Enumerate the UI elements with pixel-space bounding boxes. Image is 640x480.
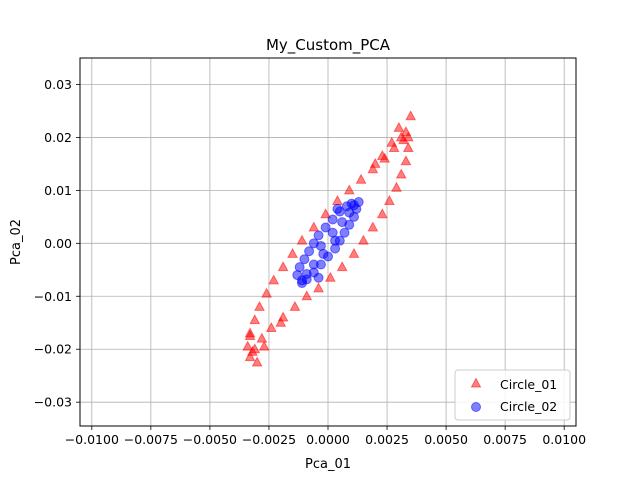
legend-marker-circle-01 bbox=[470, 377, 482, 388]
triangle-point bbox=[313, 282, 324, 293]
x-axis-label: Pca_01 bbox=[305, 457, 351, 472]
circle-point bbox=[304, 246, 315, 257]
x-tick-label: −0.0025 bbox=[242, 432, 296, 447]
axis-ticks: −0.0100 −0.0075 −0.0050 −0.0025 0.0000 0.0025… bbox=[34, 77, 586, 447]
y-tick-label: 0.03 bbox=[44, 77, 72, 92]
x-tick-label: −0.0050 bbox=[183, 432, 237, 447]
legend-marker-circle-02 bbox=[471, 402, 481, 412]
x-tick-label: 0.0100 bbox=[542, 432, 586, 447]
data-points bbox=[242, 110, 417, 367]
triangle-point bbox=[357, 234, 369, 245]
y-tick-label: −0.02 bbox=[34, 342, 72, 357]
triangle-point bbox=[391, 181, 402, 192]
circle-point bbox=[299, 254, 310, 265]
triangle-point bbox=[249, 314, 261, 325]
triangle-point bbox=[296, 234, 308, 245]
circle-point bbox=[313, 272, 324, 283]
chart-title: My_Custom_PCA bbox=[266, 36, 391, 55]
triangle-point bbox=[369, 157, 381, 168]
legend: Circle_01 Circle_02 bbox=[454, 369, 571, 421]
x-tick-label: 0.0075 bbox=[483, 432, 527, 447]
x-tick-label: 0.0025 bbox=[365, 432, 409, 447]
triangle-point bbox=[320, 208, 332, 219]
x-tick-label: 0.0000 bbox=[306, 432, 350, 447]
triangle-point bbox=[256, 332, 268, 343]
y-tick-label: −0.01 bbox=[34, 289, 72, 304]
triangle-point bbox=[308, 221, 320, 232]
triangle-point bbox=[348, 247, 360, 258]
triangle-point bbox=[336, 261, 348, 272]
triangle-point bbox=[376, 208, 388, 219]
triangle-point bbox=[386, 136, 398, 147]
triangle-point bbox=[393, 121, 405, 132]
circle-point bbox=[313, 230, 324, 241]
legend-box bbox=[454, 369, 571, 421]
circle-point bbox=[332, 203, 343, 214]
triangle-point bbox=[367, 163, 379, 174]
triangle-point bbox=[324, 271, 336, 282]
legend-label-circle-02: Circle_02 bbox=[500, 399, 557, 414]
x-tick-label: −0.0100 bbox=[65, 432, 119, 447]
triangle-point bbox=[400, 155, 412, 166]
triangle-point bbox=[265, 321, 277, 333]
triangle-point bbox=[367, 221, 379, 232]
y-tick-label: 0.02 bbox=[44, 130, 72, 145]
circle-point bbox=[294, 262, 305, 273]
triangle-point bbox=[343, 184, 355, 195]
triangle-point bbox=[301, 290, 313, 301]
y-tick-label: 0.00 bbox=[44, 236, 72, 251]
circle-point bbox=[337, 217, 348, 228]
triangle-point bbox=[244, 351, 256, 362]
circle-point bbox=[315, 240, 326, 251]
legend-label-circle-01: Circle_01 bbox=[500, 377, 557, 392]
triangle-point bbox=[395, 168, 407, 179]
series-circle-01 bbox=[242, 110, 417, 367]
y-axis-label: Pca_02 bbox=[9, 219, 24, 265]
triangle-point bbox=[398, 134, 410, 145]
x-tick-label: 0.0050 bbox=[424, 432, 468, 447]
circle-point bbox=[320, 222, 331, 233]
x-tick-label: −0.0075 bbox=[124, 432, 178, 447]
triangle-point bbox=[246, 345, 258, 356]
triangle-point bbox=[261, 287, 273, 298]
triangle-point bbox=[355, 173, 367, 184]
series-circle-02 bbox=[292, 197, 364, 289]
circle-point bbox=[330, 235, 341, 246]
circle-point bbox=[344, 207, 355, 218]
triangle-point bbox=[289, 300, 301, 311]
circle-point bbox=[348, 200, 359, 211]
triangle-point bbox=[383, 194, 395, 205]
triangle-point bbox=[287, 247, 299, 258]
triangle-point bbox=[402, 141, 414, 153]
triangle-point bbox=[244, 329, 256, 340]
y-tick-label: −0.03 bbox=[34, 395, 72, 410]
triangle-point bbox=[251, 356, 263, 367]
circle-point bbox=[327, 214, 338, 225]
triangle-point bbox=[254, 300, 265, 311]
triangle-point bbox=[242, 340, 254, 351]
triangle-point bbox=[268, 274, 280, 285]
circle-point bbox=[339, 227, 350, 238]
triangle-point bbox=[258, 340, 270, 351]
triangle-point bbox=[275, 316, 287, 327]
triangle-point bbox=[376, 149, 388, 160]
triangle-point bbox=[388, 141, 400, 153]
triangle-point bbox=[277, 261, 289, 272]
triangle-point bbox=[405, 110, 417, 121]
y-tick-label: 0.01 bbox=[44, 183, 72, 198]
circle-point bbox=[308, 259, 319, 270]
circle-point bbox=[297, 275, 308, 286]
